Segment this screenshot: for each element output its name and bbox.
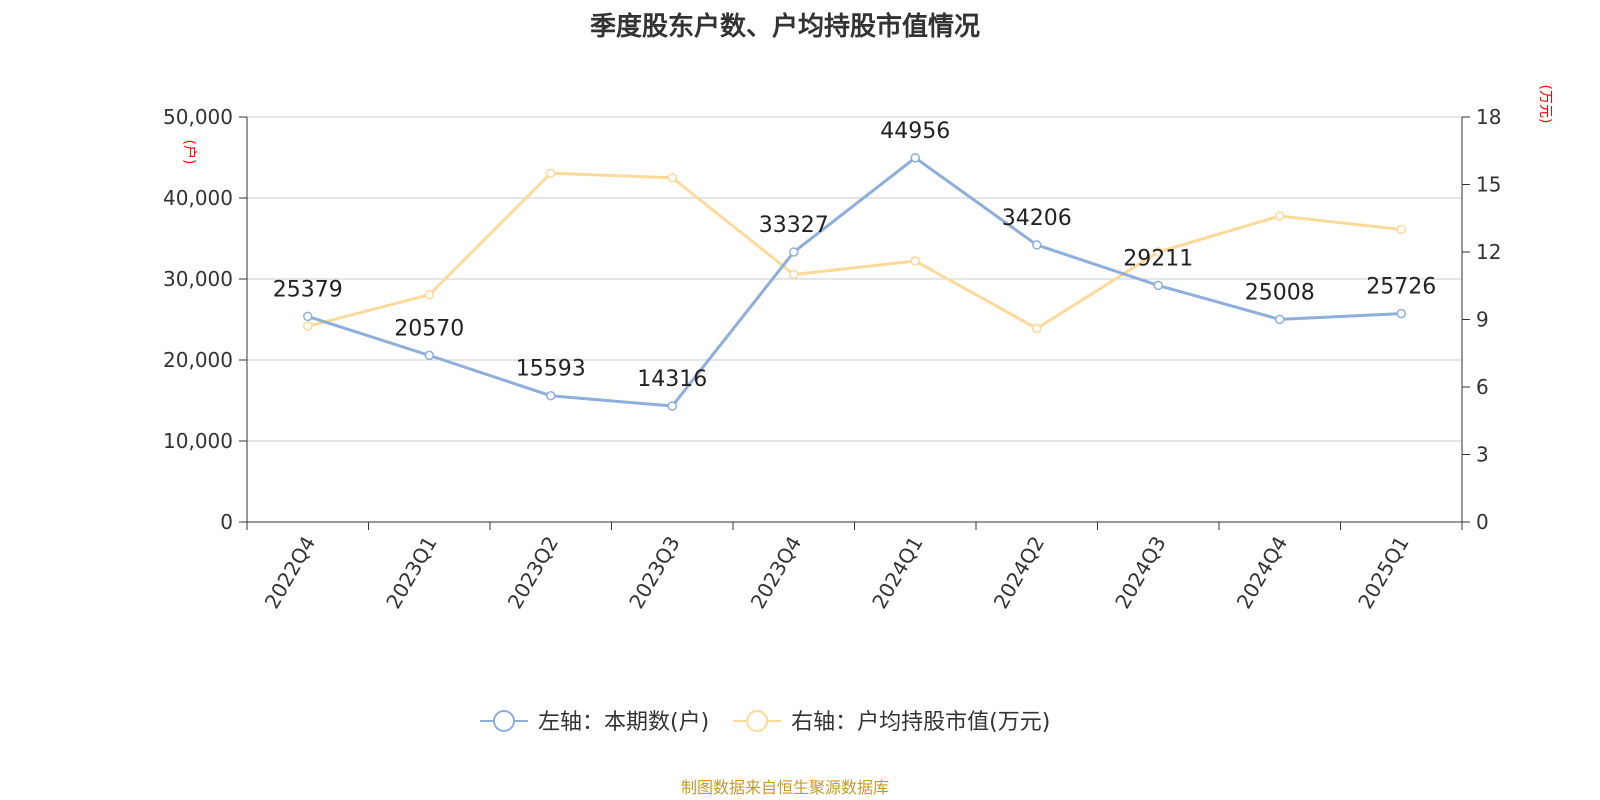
holders-point[interactable] xyxy=(910,153,920,163)
avg-value-point[interactable] xyxy=(789,269,799,280)
holders-point[interactable] xyxy=(1153,280,1163,291)
holders-data-label: 25008 xyxy=(1245,280,1315,305)
right-axis-tick-label: 6 xyxy=(1476,375,1489,399)
x-axis-tick-label: 2023Q1 xyxy=(381,532,441,613)
data-source-note: 制图数据来自恒生聚源数据库 xyxy=(680,778,889,797)
avg-value-point[interactable] xyxy=(1153,247,1163,257)
holders-point[interactable] xyxy=(789,247,799,257)
holders-data-label: 14316 xyxy=(637,367,707,392)
avg-value-point[interactable] xyxy=(1275,211,1285,221)
holders-data-label: 20570 xyxy=(394,316,464,341)
x-axis-tick-label: 2025Q1 xyxy=(1353,532,1413,613)
chart-title: 季度股东户数、户均持股市值情况 xyxy=(589,12,980,42)
holders-point[interactable] xyxy=(1032,240,1042,250)
legend-label: 左轴：本期数(户) xyxy=(538,710,709,735)
right-axis-tick-label: 12 xyxy=(1476,240,1501,264)
holders-data-label: 34206 xyxy=(1002,206,1072,231)
holders-line xyxy=(307,156,1402,408)
x-axis-tick-label: 2024Q3 xyxy=(1110,532,1170,613)
holders-point[interactable] xyxy=(303,311,313,322)
holders-data-label: 25379 xyxy=(273,277,343,302)
holders-data-label: 25726 xyxy=(1366,275,1436,300)
legend[interactable]: 左轴：本期数(户) 右轴：户均持股市值(万元) xyxy=(480,710,1050,735)
legend-item-avg-value[interactable]: 右轴：户均持股市值(万元) xyxy=(733,710,1050,735)
grid-lines xyxy=(247,116,1462,442)
left-axis-tick-label: 50,000 xyxy=(163,105,233,129)
holders-point[interactable] xyxy=(1396,308,1406,319)
right-axis-tick-label: 3 xyxy=(1476,443,1489,467)
series-lines xyxy=(303,153,1406,411)
right-axis-tick-label: 9 xyxy=(1476,308,1489,332)
x-axis-tick-label: 2024Q4 xyxy=(1232,532,1292,613)
holders-point[interactable] xyxy=(546,390,556,401)
right-axis-tick-label: 15 xyxy=(1476,173,1501,197)
holders-point[interactable] xyxy=(667,401,677,411)
left-axis-tick-label: 20,000 xyxy=(163,348,233,372)
x-axis-tick-label: 2023Q4 xyxy=(746,532,806,613)
x-axis-tick-label: 2024Q2 xyxy=(989,532,1049,613)
x-axis-tick-label: 2024Q1 xyxy=(867,532,927,613)
avg-value-point[interactable] xyxy=(1032,323,1042,334)
avg-value-point[interactable] xyxy=(910,256,920,266)
data-labels: 25379 20570 15593 14316 33327 44956 34206 29211… xyxy=(273,119,1437,392)
avg-value-point[interactable] xyxy=(1396,224,1406,235)
legend-marker-circle xyxy=(746,710,769,732)
axes: (户) (万元) 0 10,000 20,000 30,000 40,000 50,000… xyxy=(163,85,1553,613)
x-axis-tick-label: 2023Q2 xyxy=(503,532,563,613)
legend-marker-circle xyxy=(493,710,515,732)
left-axis-unit: (户) xyxy=(181,140,198,165)
holders-data-label: 33327 xyxy=(759,213,829,238)
holders-data-label: 44956 xyxy=(880,119,950,144)
left-axis-tick-label: 30,000 xyxy=(163,267,233,291)
avg-value-point[interactable] xyxy=(303,321,313,331)
holders-data-label: 29211 xyxy=(1123,246,1193,271)
holders-point[interactable] xyxy=(1275,314,1285,325)
right-axis-tick-label: 0 xyxy=(1476,510,1489,534)
avg-value-point[interactable] xyxy=(424,290,434,300)
legend-item-holders[interactable]: 左轴：本期数(户) xyxy=(480,710,709,735)
left-axis-tick-label: 10,000 xyxy=(163,429,233,453)
legend-label: 右轴：户均持股市值(万元) xyxy=(791,710,1050,735)
left-axis-tick-label: 0 xyxy=(220,510,233,534)
holders-point[interactable] xyxy=(424,350,434,361)
right-axis-unit: (万元) xyxy=(1537,85,1553,124)
x-axis-tick-label: 2022Q4 xyxy=(260,532,320,613)
holders-data-label: 15593 xyxy=(516,357,586,382)
avg-value-point[interactable] xyxy=(546,168,556,178)
left-axis-tick-label: 40,000 xyxy=(163,186,233,210)
right-axis-tick-label: 18 xyxy=(1476,105,1501,129)
avg-value-line xyxy=(307,171,1402,330)
x-axis-tick-label: 2023Q3 xyxy=(624,532,684,613)
avg-value-point[interactable] xyxy=(667,173,677,183)
